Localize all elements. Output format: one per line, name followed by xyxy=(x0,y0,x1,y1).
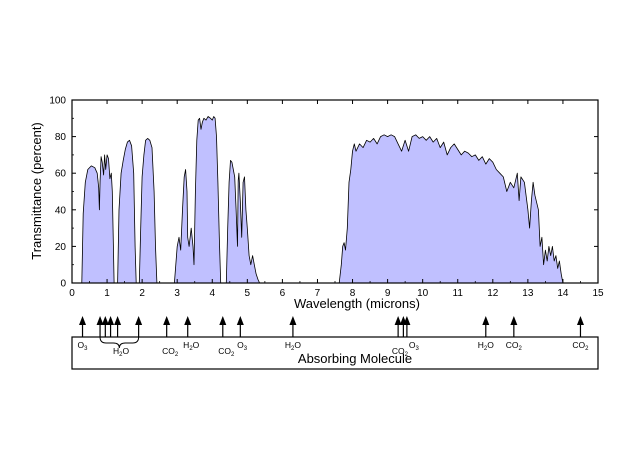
y-tick-label: 80 xyxy=(55,132,67,143)
y-tick-label: 60 xyxy=(55,169,67,180)
molecule-label: O3 xyxy=(409,340,420,352)
transmittance-band-6 xyxy=(338,134,564,284)
transmittance-band-1 xyxy=(81,154,115,284)
y-tick-label: 40 xyxy=(55,205,67,216)
absorption-arrowhead xyxy=(219,316,227,325)
x-tick-label: 10 xyxy=(417,288,429,299)
transmittance-band-4 xyxy=(174,116,222,284)
molecule-label: H2O xyxy=(285,340,301,352)
molecule-label: H2O xyxy=(183,340,199,352)
y-tick-label: 100 xyxy=(49,96,66,107)
absorbing-molecule-box xyxy=(71,336,599,370)
absorption-arrowhead xyxy=(114,316,122,325)
x-tick-label: 8 xyxy=(350,288,356,299)
absorption-arrowhead xyxy=(184,316,192,325)
absorption-arrowhead xyxy=(394,316,402,325)
x-tick-label: 0 xyxy=(69,288,75,299)
x-tick-label: 12 xyxy=(487,288,499,299)
molecule-label: H2O xyxy=(113,346,129,358)
x-tick-label: 1 xyxy=(104,288,110,299)
molecule-label: CO2 xyxy=(218,346,235,358)
x-axis-title: Wavelength (microns) xyxy=(294,296,420,311)
x-tick-label: 4 xyxy=(209,288,215,299)
transmittance-band-5 xyxy=(225,160,260,284)
x-tick-label: 2 xyxy=(139,288,145,299)
molecule-label: O3 xyxy=(237,340,248,352)
y-tick-label: 0 xyxy=(60,279,66,290)
molecule-label: H2O xyxy=(478,340,494,352)
x-tick-label: 11 xyxy=(453,288,464,299)
absorption-arrowhead xyxy=(96,316,104,325)
molecule-label: CO2 xyxy=(572,340,589,352)
x-axis-ticks: 0 1 2 3 4 5 6 7 8 9 10 11 12 13 14 15 xyxy=(69,100,604,299)
absorption-arrowhead xyxy=(101,316,109,325)
x-tick-label: 13 xyxy=(522,288,534,299)
absorption-arrowhead xyxy=(135,316,143,325)
absorption-arrowhead xyxy=(163,316,171,325)
y-axis-ticks: 0 20 40 60 80 100 xyxy=(49,96,598,290)
absorbing-molecule-title: Absorbing Molecule xyxy=(298,351,412,366)
x-tick-label: 9 xyxy=(385,288,391,299)
molecule-label: CO2 xyxy=(506,340,523,352)
y-axis-title: Transmittance (percent) xyxy=(29,122,44,260)
absorption-arrowhead xyxy=(236,316,244,325)
x-tick-label: 14 xyxy=(557,288,569,299)
x-tick-label: 5 xyxy=(245,288,251,299)
absorption-arrowhead xyxy=(482,316,490,325)
transmittance-band-3 xyxy=(138,138,158,284)
absorption-arrowhead xyxy=(107,316,115,325)
absorption-arrowhead xyxy=(403,316,411,325)
transmittance-band-2 xyxy=(117,139,137,284)
x-tick-label: 7 xyxy=(315,288,321,299)
molecule-label: O3 xyxy=(78,340,89,352)
transmittance-bands xyxy=(81,116,564,284)
absorption-arrowhead xyxy=(576,316,584,325)
x-tick-label: 15 xyxy=(592,288,604,299)
molecule-label: CO2 xyxy=(392,346,409,358)
absorption-arrowhead xyxy=(79,316,87,325)
absorption-arrowhead xyxy=(289,316,297,325)
molecule-arrows xyxy=(79,316,584,349)
y-tick-label: 20 xyxy=(55,242,67,253)
h2o-brace xyxy=(99,336,140,349)
x-tick-label: 6 xyxy=(280,288,286,299)
molecule-label: CO2 xyxy=(162,346,179,358)
absorption-arrowhead xyxy=(510,316,518,325)
x-tick-label: 3 xyxy=(174,288,180,299)
